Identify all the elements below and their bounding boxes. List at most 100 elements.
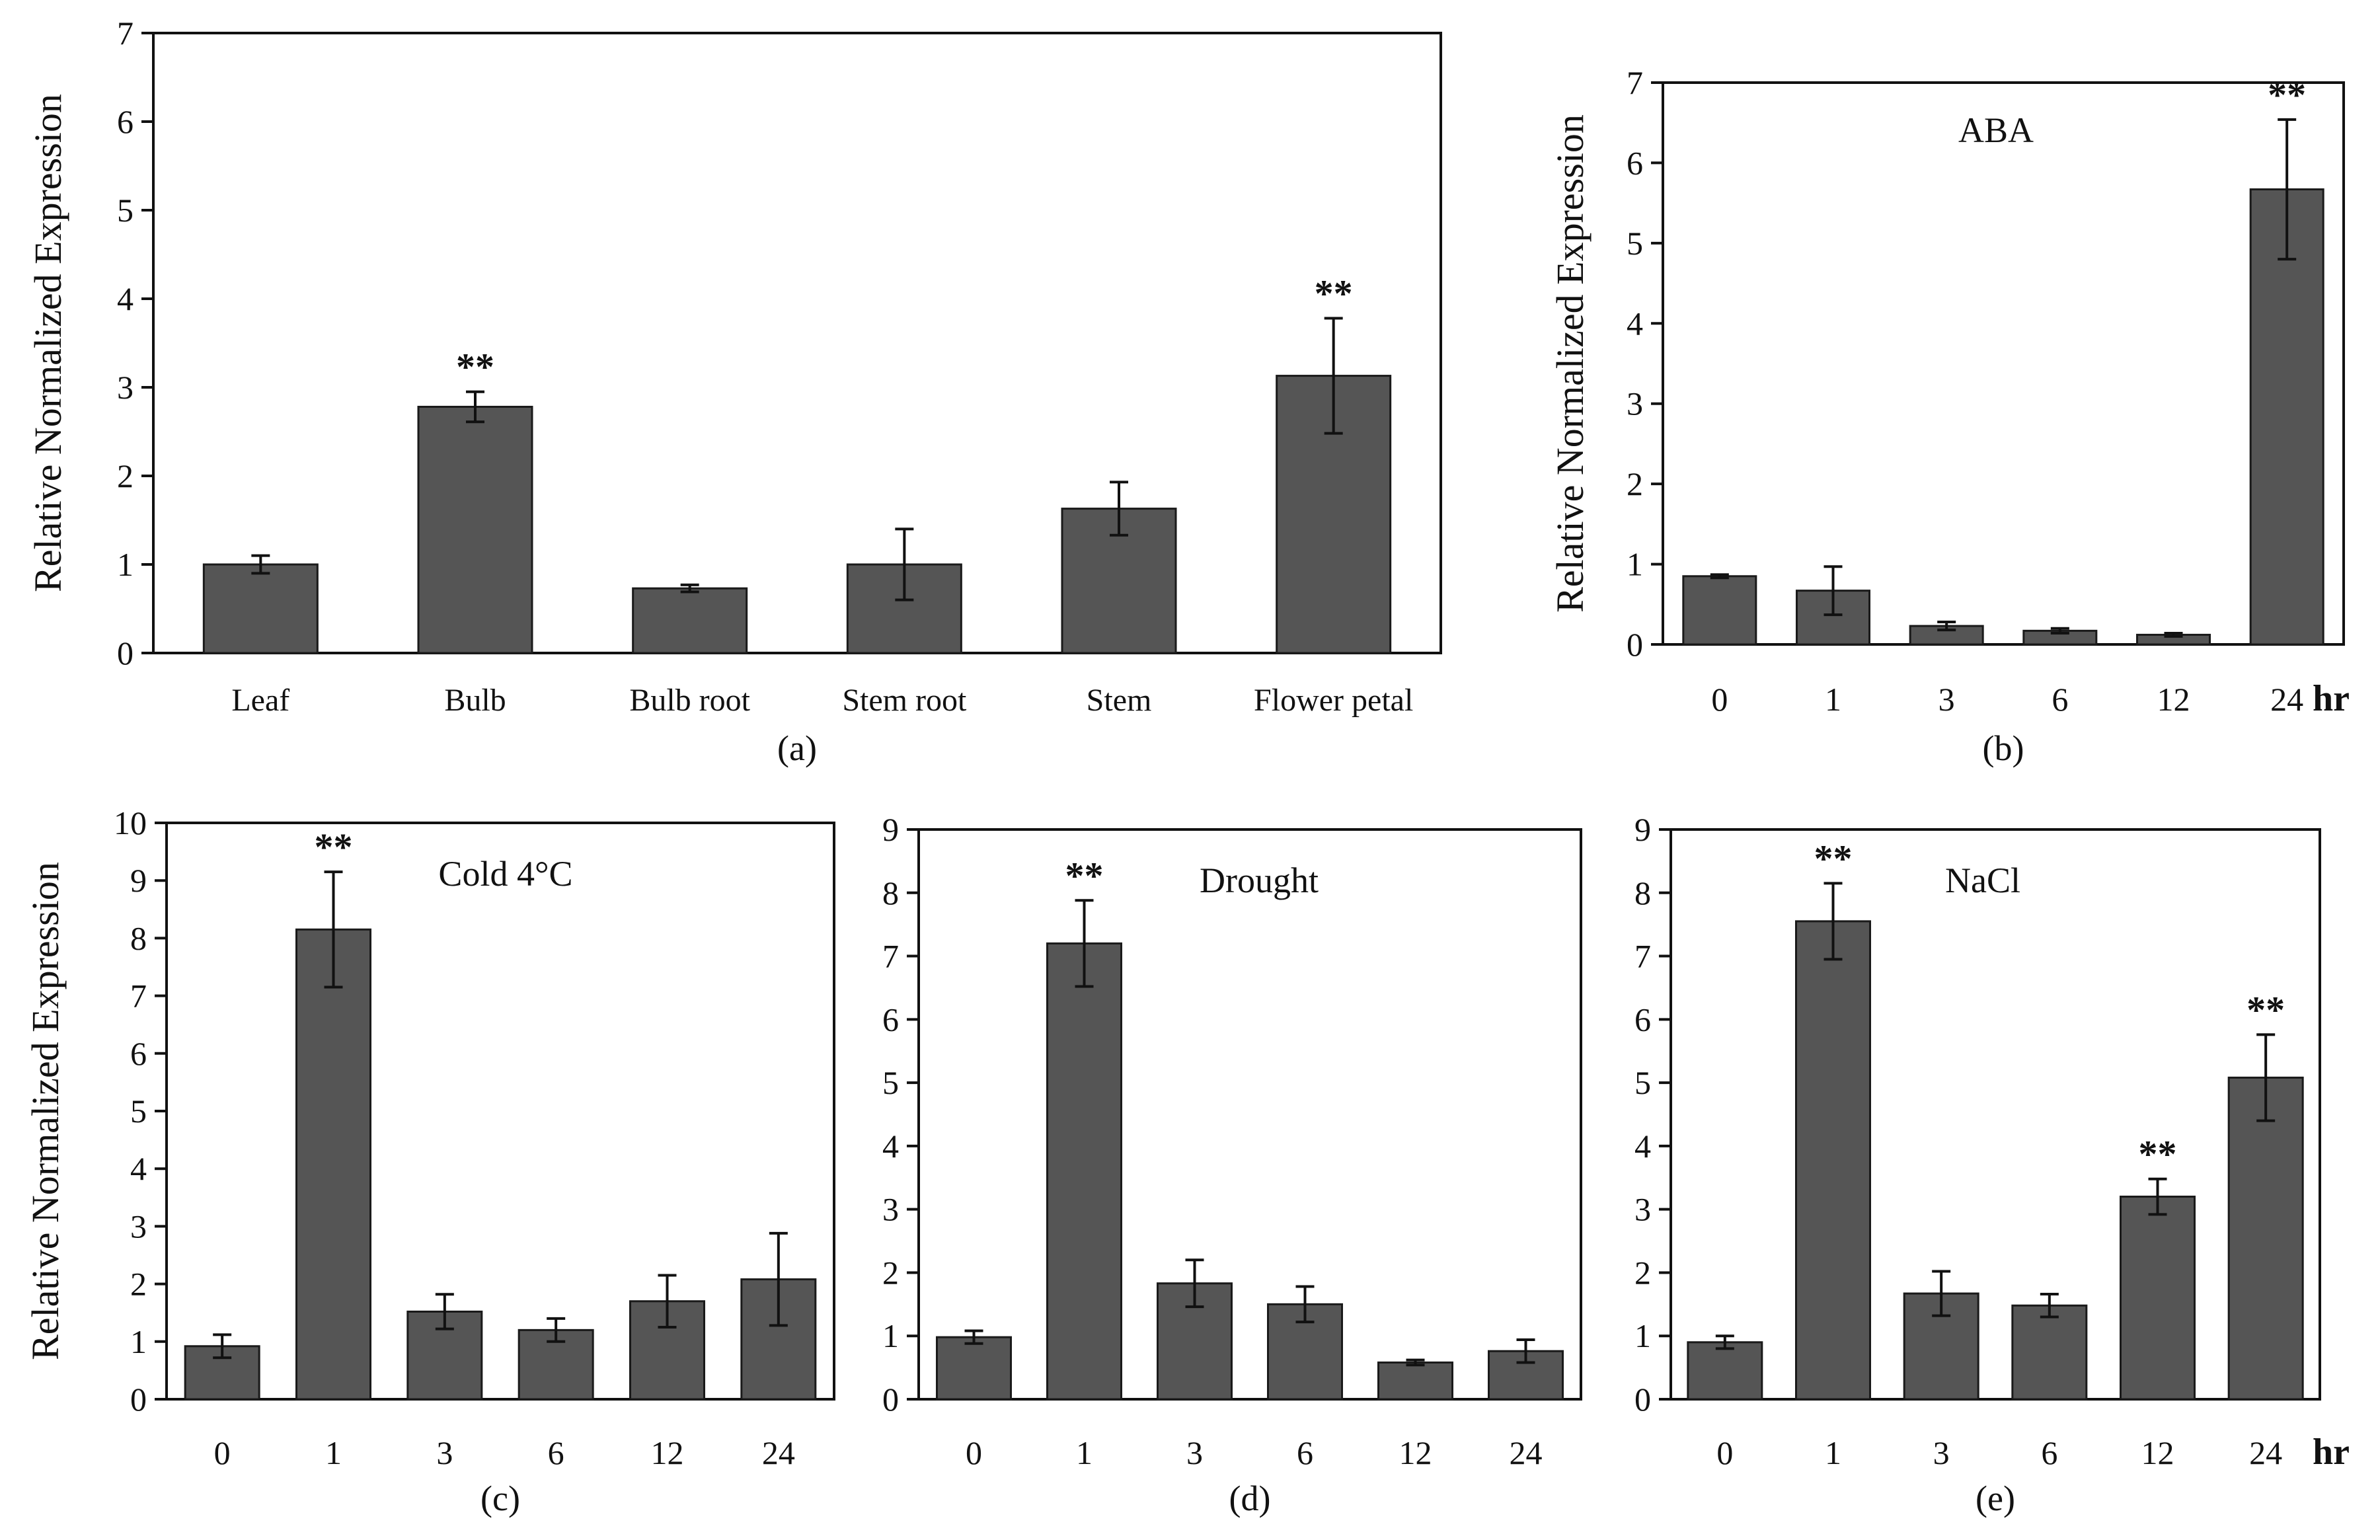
- x-tick-label: 0: [1711, 681, 1728, 718]
- x-tick-label: 12: [2157, 681, 2190, 718]
- y-tick-label: 1: [117, 546, 134, 583]
- y-tick-label: 5: [117, 192, 134, 229]
- y-tick-label: 3: [117, 369, 134, 406]
- x-unit-label: hr: [2313, 678, 2350, 719]
- y-tick-label: 7: [117, 15, 134, 52]
- x-tick-label: 3: [436, 1434, 453, 1471]
- plot-frame: [152, 32, 1442, 654]
- x-unit-label: hr: [2313, 1432, 2350, 1473]
- y-axis-title: Relative Normalized Expression: [24, 862, 67, 1360]
- y-tick-label: 8: [882, 874, 899, 911]
- bar: [1046, 942, 1122, 1401]
- panel-label: (c): [480, 1479, 520, 1518]
- y-tick-label: 4: [1627, 305, 1643, 342]
- x-tick-label: Bulb: [444, 683, 506, 718]
- x-tick-label: 12: [2141, 1434, 2174, 1471]
- y-tick-label: 10: [114, 804, 147, 841]
- y-tick-label: 0: [130, 1381, 147, 1418]
- y-tick-label: 2: [1627, 465, 1643, 502]
- bar: [632, 587, 748, 654]
- panel-label: (e): [1976, 1479, 2015, 1518]
- y-tick-label: 3: [130, 1208, 147, 1245]
- significance-marker: **: [315, 826, 353, 868]
- y-tick-label: 7: [1634, 938, 1651, 975]
- y-tick-label: 7: [882, 938, 899, 975]
- x-tick-label: 12: [651, 1434, 684, 1471]
- y-tick-label: 9: [130, 862, 147, 899]
- condition-label: Cold 4°C: [438, 854, 572, 894]
- panel-a: 0 1 2 3 4 5 6 7 Leaf ** Bulb Bulb root Stem root Stem…: [26, 15, 1442, 768]
- y-tick-label: 3: [882, 1191, 899, 1228]
- x-tick-label: 24: [1510, 1434, 1543, 1471]
- y-tick-label: 4: [130, 1150, 147, 1187]
- y-tick-label: 5: [1634, 1064, 1651, 1101]
- x-tick-label: 6: [2052, 681, 2068, 718]
- bar: [295, 928, 371, 1401]
- y-tick-label: 2: [117, 457, 134, 494]
- x-tick-label: Stem: [1087, 683, 1152, 718]
- x-tick-label: 6: [1297, 1434, 1313, 1471]
- y-axis-title: Relative Normalized Expression: [1549, 114, 1592, 613]
- bar: [1267, 1303, 1343, 1401]
- y-tick-label: 9: [1634, 811, 1651, 848]
- y-axis-title: Relative Normalized Expression: [26, 94, 69, 592]
- condition-label: ABA: [1958, 110, 2034, 150]
- y-tick-label: 4: [1634, 1128, 1651, 1165]
- significance-marker: **: [1814, 837, 1853, 880]
- x-tick-label: 0: [966, 1434, 982, 1471]
- y-tick-label: 1: [130, 1323, 147, 1360]
- bar: [1687, 1341, 1763, 1401]
- bar: [1682, 575, 1757, 646]
- x-tick-label: 1: [1825, 681, 1841, 718]
- plot-frame: [1662, 81, 2345, 646]
- significance-marker: **: [1315, 272, 1353, 315]
- bar: [1377, 1361, 1453, 1401]
- x-tick-label: 24: [2270, 681, 2303, 718]
- x-tick-label: 0: [1716, 1434, 1733, 1471]
- bar: [2011, 1304, 2088, 1401]
- bar: [936, 1336, 1012, 1401]
- y-tick-label: 4: [117, 280, 134, 317]
- x-tick-label: 0: [214, 1434, 231, 1471]
- y-tick-label: 8: [1634, 874, 1651, 911]
- y-tick-label: 2: [882, 1254, 899, 1291]
- bar: [202, 563, 319, 654]
- condition-label: NaCl: [1945, 861, 2020, 900]
- y-tick-label: 8: [130, 919, 147, 956]
- bar: [2249, 188, 2324, 646]
- x-tick-label: Bulb root: [629, 683, 750, 718]
- x-tick-label: 24: [762, 1434, 795, 1471]
- y-tick-label: 1: [882, 1317, 899, 1354]
- bar: [2227, 1076, 2304, 1401]
- y-tick-label: 5: [130, 1093, 147, 1130]
- y-tick-label: 0: [1634, 1381, 1651, 1418]
- x-tick-label: 3: [1933, 1434, 1950, 1471]
- y-tick-label: 7: [1627, 64, 1643, 101]
- x-tick-label: 12: [1399, 1434, 1432, 1471]
- y-tick-label: 6: [117, 103, 134, 140]
- significance-marker: **: [456, 346, 494, 389]
- x-tick-label: Leaf: [231, 683, 289, 718]
- x-tick-label: 3: [1186, 1434, 1203, 1471]
- plot-frame: [165, 822, 835, 1401]
- y-tick-label: 6: [130, 1035, 147, 1072]
- y-tick-label: 2: [130, 1266, 147, 1303]
- x-tick-label: 1: [1825, 1434, 1841, 1471]
- significance-marker: **: [2268, 73, 2306, 116]
- panel-label: (d): [1229, 1479, 1271, 1518]
- y-tick-label: 0: [1627, 626, 1643, 663]
- y-tick-label: 9: [882, 811, 899, 848]
- bar: [1795, 920, 1871, 1401]
- panel-label: (b): [1983, 728, 2024, 768]
- y-tick-label: 1: [1627, 546, 1643, 583]
- x-tick-label: 1: [325, 1434, 342, 1471]
- y-tick-label: 4: [882, 1128, 899, 1165]
- significance-marker: **: [1065, 854, 1104, 897]
- x-tick-label: 24: [2249, 1434, 2282, 1471]
- y-tick-label: 1: [1634, 1317, 1651, 1354]
